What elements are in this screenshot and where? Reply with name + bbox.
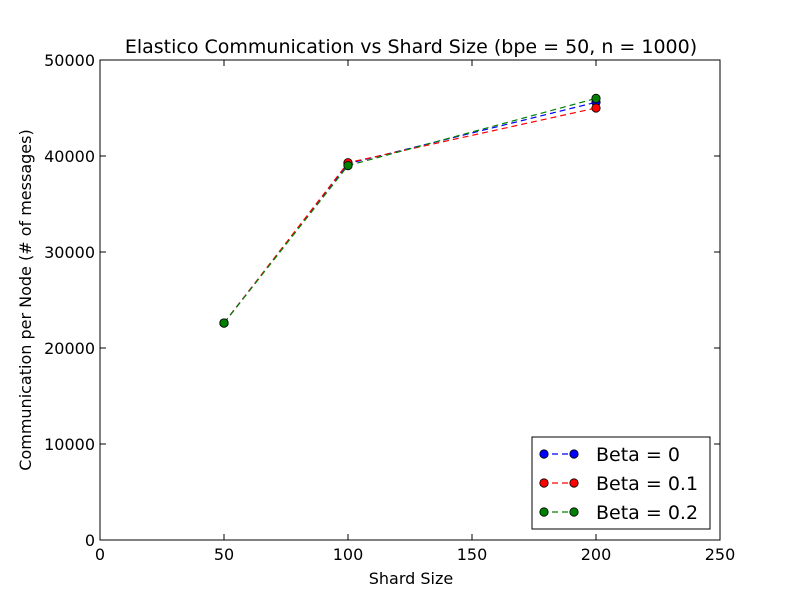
legend-marker bbox=[539, 478, 549, 488]
legend-entry-label: Beta = 0 bbox=[596, 444, 680, 466]
data-point bbox=[343, 161, 353, 171]
legend-marker bbox=[569, 507, 579, 517]
data-point bbox=[219, 318, 229, 328]
x-axis-label: Shard Size bbox=[369, 569, 453, 588]
legend-entry-label: Beta = 0.1 bbox=[596, 473, 698, 495]
chart-title: Elastico Communication vs Shard Size (bp… bbox=[125, 36, 697, 58]
legend-marker bbox=[539, 449, 549, 459]
y-tick-label: 40000 bbox=[44, 147, 95, 166]
legend: Beta = 0 Beta = 0.1 Beta = 0.2 bbox=[531, 436, 711, 530]
x-tick-label: 150 bbox=[457, 545, 488, 564]
y-tick-label: 10000 bbox=[44, 435, 95, 454]
x-tick-label: 50 bbox=[214, 545, 234, 564]
y-tick-label: 20000 bbox=[44, 339, 95, 358]
x-tick-label: 0 bbox=[95, 545, 105, 564]
y-axis-label: Communication per Node (# of messages) bbox=[16, 129, 35, 470]
y-tick-label: 30000 bbox=[44, 243, 95, 262]
legend-marker bbox=[569, 478, 579, 488]
y-tick-label: 0 bbox=[85, 531, 95, 550]
legend-box bbox=[531, 436, 711, 530]
data-point bbox=[591, 93, 601, 104]
legend-marker bbox=[539, 507, 549, 517]
legend-entry-label: Beta = 0.2 bbox=[596, 502, 698, 524]
data-point bbox=[591, 103, 601, 113]
x-tick-label: 250 bbox=[705, 545, 736, 564]
y-tick-label: 50000 bbox=[44, 51, 95, 70]
x-tick-label: 200 bbox=[581, 545, 612, 564]
x-tick-label: 100 bbox=[333, 545, 364, 564]
plot-area: 0 50 100 150 200 250 0 10000 20000 30000 40000 5000… bbox=[44, 51, 735, 564]
legend-marker bbox=[569, 449, 579, 459]
